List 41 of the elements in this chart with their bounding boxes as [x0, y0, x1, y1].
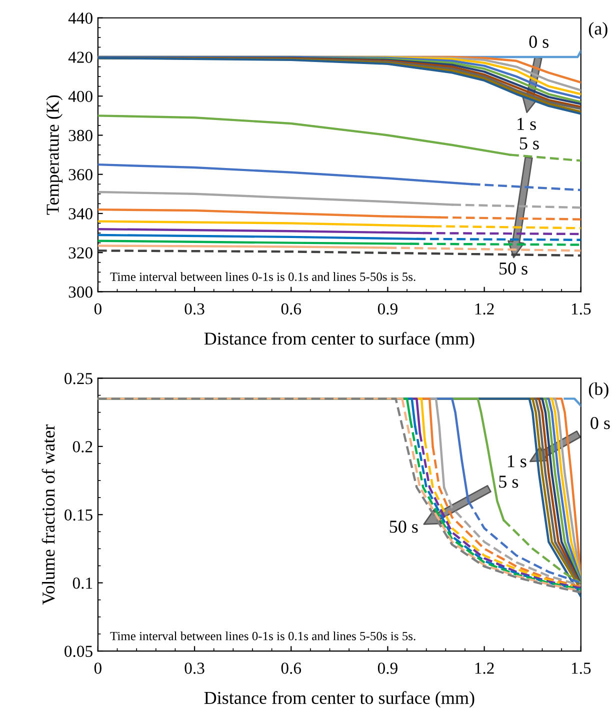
x-tick-label: 1.5: [572, 662, 591, 674]
annotation: 0 s: [529, 36, 548, 48]
annotation: 5 s: [520, 137, 539, 150]
y-tick-label: 400: [68, 90, 92, 102]
y-tick-label: 320: [68, 247, 92, 259]
x-tick-label: 0: [94, 303, 102, 315]
annotation: 50 s: [390, 520, 418, 533]
annotation: 50 s: [500, 262, 528, 275]
annotation: Time interval between lines 0-1s is 0.1s and lines 5-50s is 5s.: [110, 631, 416, 640]
x-tick-label: 0.9: [378, 303, 398, 315]
x-tick-label: 1.2: [475, 662, 494, 674]
x-tick-label: 0.9: [378, 662, 398, 674]
y-axis-title: Volume fraction of water: [42, 424, 55, 605]
x-tick-label: 1.2: [475, 303, 494, 315]
x-tick-label: 0.6: [281, 662, 302, 674]
x-tick-label: 0.6: [281, 303, 302, 315]
y-tick-label: 440: [68, 12, 92, 24]
y-tick-label: 360: [68, 169, 92, 180]
text: (a): [588, 22, 608, 38]
y-tick-label: 380: [68, 130, 92, 142]
x-tick-label: 1.5: [572, 303, 591, 315]
annotation: Time interval between lines 0-1s is 0.1s and lines 5-50s is 5s.: [110, 272, 416, 282]
y-tick-label: 0.1: [72, 578, 92, 589]
y-axis-title: Temperature (K): [46, 95, 63, 215]
y-tick-label: 300: [68, 286, 92, 298]
x-axis-title: Distance from center to surface (mm): [204, 332, 474, 348]
annotation: 5 s: [499, 476, 518, 488]
x-tick-label: 0: [94, 662, 102, 674]
annotation: 1 s: [508, 455, 526, 468]
x-axis-title: Distance from center to surface (mm): [204, 691, 474, 708]
x-tick-label: 0.3: [184, 662, 204, 674]
y-tick-label: 0.05: [64, 646, 92, 658]
annotation: 1 s: [518, 118, 536, 130]
text: (b): [588, 382, 608, 399]
y-tick-label: 0.15: [64, 509, 92, 521]
y-tick-label: 0.25: [64, 372, 92, 384]
y-tick-label: 420: [68, 52, 92, 63]
y-tick-label: 0.2: [72, 441, 92, 452]
x-tick-label: 0.3: [184, 303, 204, 315]
text: 0 s: [590, 416, 610, 430]
y-tick-label: 340: [68, 208, 92, 220]
